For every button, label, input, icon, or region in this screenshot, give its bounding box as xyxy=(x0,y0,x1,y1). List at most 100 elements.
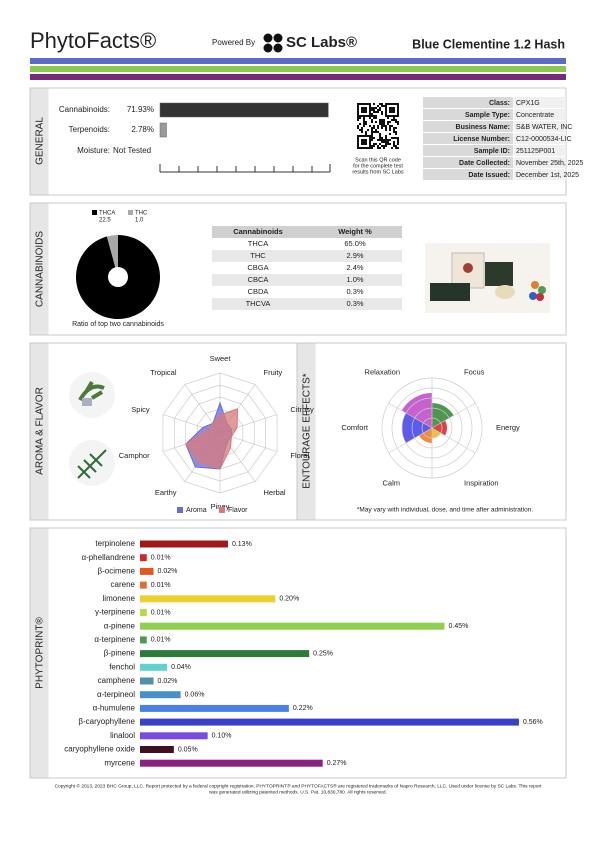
qr-cell xyxy=(395,137,397,139)
qr-cell xyxy=(361,147,363,149)
qr-cell xyxy=(383,123,385,125)
qr-cell xyxy=(361,127,363,129)
qr-cell xyxy=(381,127,383,129)
qr-cell xyxy=(385,145,387,147)
qr-cell xyxy=(359,135,361,137)
qr-cell xyxy=(373,117,375,119)
qr-cell xyxy=(361,131,363,133)
qr-cell xyxy=(373,115,375,117)
polar-sector xyxy=(401,393,432,428)
qr-cell xyxy=(365,135,367,137)
polar-label: Relaxation xyxy=(365,368,400,377)
info-value-cell xyxy=(514,145,566,156)
qr-cell xyxy=(371,135,373,137)
qr-cell xyxy=(369,105,371,107)
qr-cell xyxy=(371,131,373,133)
table-cell: THC xyxy=(250,251,266,260)
qr-cell xyxy=(393,141,395,143)
info-value-cell xyxy=(514,157,566,168)
terpene-label: caryophyllene oxide xyxy=(64,745,135,754)
qr-cell xyxy=(393,143,395,145)
qr-cell xyxy=(359,103,361,105)
qr-cell xyxy=(371,119,373,121)
qr-cell xyxy=(381,113,383,115)
qr-cell xyxy=(397,109,399,111)
info-label: Date Issued: xyxy=(468,172,510,179)
qr-cell xyxy=(391,137,393,139)
table-cell: CBCA xyxy=(248,275,269,284)
radar-label: Earthy xyxy=(155,488,177,497)
info-label: Date Collected: xyxy=(459,160,510,167)
info-label: License Number: xyxy=(453,136,510,143)
lab-name: SC Labs® xyxy=(286,34,357,51)
bar xyxy=(159,102,329,118)
scale xyxy=(159,164,331,173)
qr-cell xyxy=(379,133,381,135)
qr-cell xyxy=(383,125,385,127)
lab-logo-icon xyxy=(263,33,283,53)
table-row-bg xyxy=(212,274,402,286)
qr-cell xyxy=(375,117,377,119)
qr-cell xyxy=(395,103,397,105)
legend-swatch xyxy=(219,507,225,513)
qr-cell xyxy=(363,135,365,137)
polar-label: Calm xyxy=(382,478,400,487)
terpene-label: β-pinene xyxy=(104,649,136,658)
info-value: November 25th, 2025 xyxy=(516,160,583,167)
info-label-cell xyxy=(423,145,513,156)
table-header-bg xyxy=(212,226,402,238)
table-row-bg xyxy=(212,238,402,250)
qr-cell xyxy=(387,121,389,123)
qr-cell xyxy=(385,141,387,143)
qr-cell xyxy=(375,121,377,123)
legend-label: THC xyxy=(135,211,148,217)
qr-cell xyxy=(385,137,387,139)
qr-cell xyxy=(369,143,371,145)
qr-cell xyxy=(381,119,383,121)
radar-label: Citrusy xyxy=(290,405,314,414)
qr-cell xyxy=(393,107,395,109)
table-cell: 2.9% xyxy=(346,251,363,260)
qr-cell xyxy=(359,115,361,117)
qr-cell xyxy=(383,139,385,141)
qr-cell xyxy=(373,127,375,129)
qr-cell xyxy=(397,137,399,139)
qr-cell xyxy=(357,117,359,119)
info-value-cell xyxy=(514,97,566,108)
terpene-label: carene xyxy=(111,580,136,589)
section-label-bg xyxy=(30,88,316,778)
qr-cell xyxy=(383,147,385,149)
qr-cell xyxy=(375,111,377,113)
terpene-label: terpinolene xyxy=(95,539,135,548)
qr-cell xyxy=(361,129,363,131)
qr-cell xyxy=(379,119,381,121)
terpene-label: α-terpineol xyxy=(97,690,135,699)
info-label: Business Name: xyxy=(456,124,510,131)
qr-cell xyxy=(389,129,391,131)
qr-cell xyxy=(365,133,367,135)
qr-cell xyxy=(385,113,387,115)
table-row-bg xyxy=(212,250,402,262)
qr-cell xyxy=(385,139,387,141)
qr-cell xyxy=(357,103,359,105)
terpene-label: γ-terpinene xyxy=(95,608,136,617)
qr-cell xyxy=(363,103,365,105)
terpene-label: limonene xyxy=(103,594,136,603)
terpene-bar xyxy=(140,677,154,685)
footnote: *May vary with individual, dose, and tim… xyxy=(357,507,533,514)
terpene-value: 0.06% xyxy=(185,692,205,699)
qr-cell xyxy=(389,127,391,129)
qr-cell xyxy=(381,105,383,107)
info-value-cell xyxy=(514,109,566,120)
brand: PhytoFacts® xyxy=(30,28,156,53)
qr-cell xyxy=(369,117,371,119)
qr-cell xyxy=(367,129,369,131)
stripe xyxy=(30,66,566,72)
qr-cell xyxy=(385,135,387,137)
qr-cell xyxy=(383,141,385,143)
polar-label: Comfort xyxy=(341,423,369,432)
section-label: PHYTOPRINT® xyxy=(35,617,46,689)
footer: was generated utilizing patented methods… xyxy=(209,789,387,795)
qr-cell xyxy=(389,139,391,141)
qr-cell xyxy=(367,115,369,117)
